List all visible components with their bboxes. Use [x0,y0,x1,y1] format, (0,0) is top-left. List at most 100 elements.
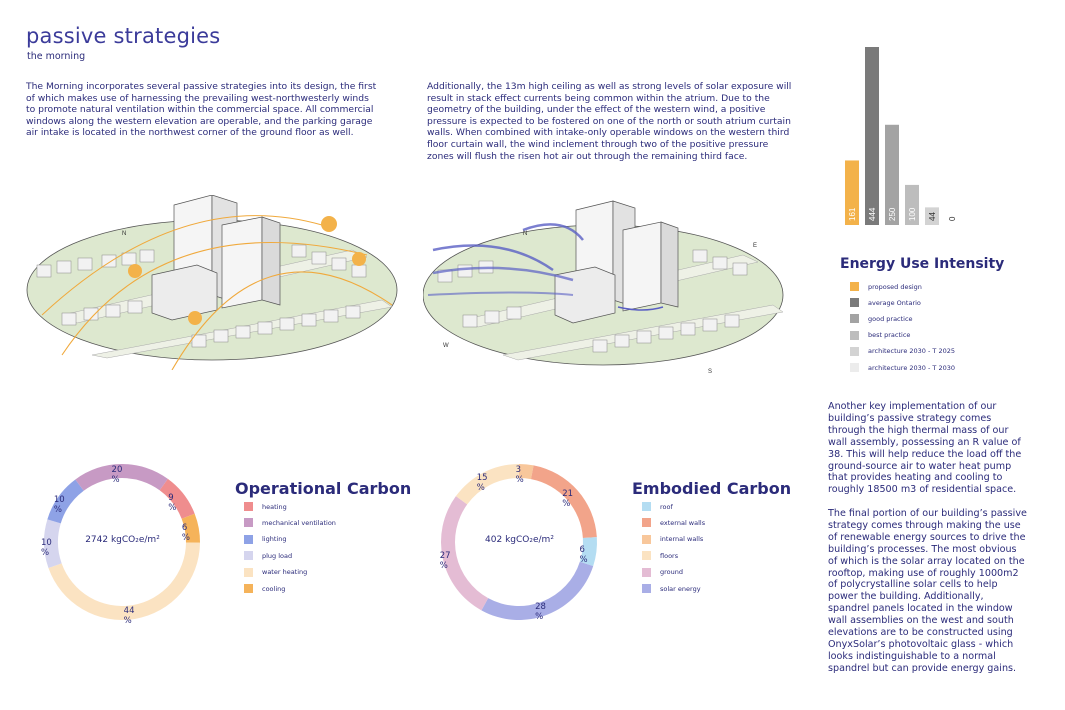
legend-item: mechanical ventilation [244,518,336,528]
legend-label: floors [660,551,679,560]
donut-slice-water-heating [48,542,200,620]
donut-slice-solar-energy [481,561,594,620]
operational-carbon-donut [43,464,200,620]
legend-swatch [244,534,253,544]
legend-item: architecture 2030 - T 2030 [850,363,955,372]
eui-title: Energy Use Intensity [840,256,1005,272]
embodied-carbon-donut [441,464,597,620]
eui-bar-label-0: 161 [848,207,857,221]
eui-bar-label-4: 44 [928,212,937,221]
north-label-2: N [523,231,527,237]
legend-label: heating [262,502,287,511]
legend-item: plug load [244,551,293,561]
donut-slice-mechanical-ventilation [75,464,168,491]
legend-item: roof [642,502,673,511]
donut-slice-ground [441,496,489,611]
eui-bar-chart: 161 444 250 100 44 0 [845,47,957,225]
legend-item: external walls [642,518,706,528]
sun-path-diagram: N [26,195,398,370]
eui-bar-0 [845,160,859,225]
legend-swatch [642,551,651,561]
legend-label: lighting [262,535,287,544]
north-label: N [122,231,126,237]
wind-flow-diagram: N W S E [423,200,784,375]
east-label: E [753,243,757,249]
legend-swatch [244,518,253,528]
donut-slice-lighting [47,479,84,524]
eui-bar-3 [905,184,919,225]
operational-center-label: 2742 kgCO₂e/m² [85,535,160,545]
donut-percent-label: 28 % [535,602,546,622]
legend-swatch [850,346,859,356]
legend-item: internal walls [642,534,704,544]
legend-swatch [244,502,253,511]
donut-percent-label: 20 % [111,465,123,485]
legend-swatch [244,567,253,577]
legend-label: solar energy [660,584,701,593]
donut-slice-roof [579,537,597,567]
eui-legend: proposed design average Ontario good pract… [850,282,1030,377]
donut-percent-label: 10 % [41,537,52,558]
donut-percent-label: 10 % [53,495,65,516]
legend-label: good practice [868,314,913,323]
legend-swatch [642,567,651,577]
legend-swatch [642,502,651,511]
thermal-mass-paragraph: Another key implementation of our buildi… [828,401,1022,496]
legend-label: internal walls [660,535,704,544]
legend-label: plug load [262,551,293,560]
legend-item: proposed design [850,282,922,291]
renewable-paragraph: The final portion of our building’s pass… [828,508,1027,674]
legend-label: architecture 2030 - T 2030 [868,363,955,372]
legend-swatch [642,584,651,593]
legend-swatch [642,518,651,528]
operational-title: Operational Carbon [235,479,412,498]
legend-swatch [850,314,859,324]
eui-bar-4 [925,207,939,225]
eui-bar-1 [865,47,879,225]
legend-label: best practice [868,331,911,340]
legend-label: average Ontario [868,298,921,307]
donut-slice-internal-walls [519,464,534,480]
legend-item: cooling [244,584,285,593]
donut-percent-label: 27 % [439,551,451,572]
donut-percent-label: 44 % [123,606,135,627]
eui-bar-2 [885,124,899,225]
legend-swatch [850,282,859,291]
legend-swatch [850,330,859,340]
legend-label: external walls [660,518,706,527]
donut-percent-label: 3 % [515,465,524,486]
legend-item: best practice [850,330,911,340]
legend-item: water heating [244,567,308,577]
stack-effect-paragraph: Additionally, the 13m high ceiling as we… [427,81,792,162]
donut-slice-heating [159,478,195,519]
eui-bar-label-1: 444 [868,207,877,221]
legend-label: proposed design [868,282,922,291]
legend-swatch [642,534,651,544]
embodied-center-label: 402 kgCO₂e/m² [485,535,554,545]
legend-swatch [850,363,859,372]
donut-slice-floors [455,464,519,505]
embodied-legend: roof external walls internal walls floors gr… [642,502,822,602]
intro-paragraph: The Morning incorporates several passive… [26,81,377,139]
donut-percent-label: 15 % [476,472,488,493]
legend-item: good practice [850,314,913,324]
donut-percent-label: 21 % [562,489,574,510]
legend-item: floors [642,551,679,561]
legend-label: water heating [262,568,308,577]
eui-bar-label-5: 0 [948,216,957,221]
legend-swatch [244,584,253,593]
donut-slice-external-walls [530,465,597,538]
donut-slice-cooling [181,513,200,543]
legend-label: mechanical ventilation [262,518,336,527]
page-title: passive strategies [26,24,221,48]
eui-bar-label-3: 100 [908,207,917,221]
donut-percent-label: 6 % [579,544,588,565]
legend-item: ground [642,567,683,577]
south-label: S [708,369,712,375]
donut-percent-label: 6 % [181,523,190,544]
page-subtitle: the morning [27,51,86,62]
legend-item: heating [244,502,287,511]
legend-swatch [850,298,859,308]
legend-label: ground [660,568,683,577]
west-label: W [443,343,449,349]
